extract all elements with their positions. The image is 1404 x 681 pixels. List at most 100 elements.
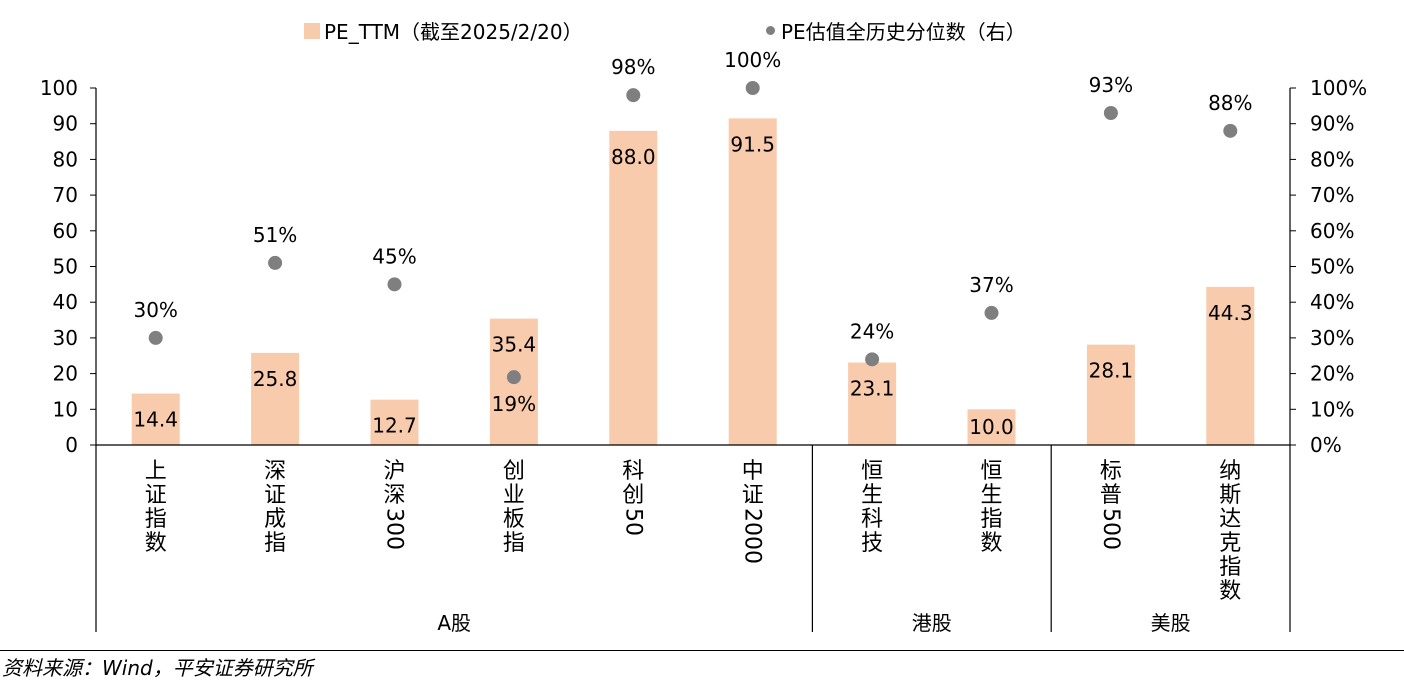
percentile-point	[984, 305, 999, 320]
legend-label-percentile: PE估值全历史分位数（右）	[781, 20, 1026, 44]
category-label: 达	[1219, 507, 1241, 532]
bar	[609, 130, 658, 445]
legend-label-pe-ttm: PE_TTM（截至2025/2/20）	[324, 20, 583, 44]
bar-value-label: 88.0	[611, 145, 656, 169]
percentile-label: 93%	[1089, 73, 1133, 97]
bar-value-label: 25.8	[253, 367, 298, 391]
legend-bar-swatch	[304, 22, 320, 39]
category-label: 深	[383, 483, 405, 508]
right-axis-tick-label: 40%	[1310, 290, 1354, 314]
left-axis-tick-label: 30	[53, 326, 78, 350]
category-label: 技	[861, 531, 883, 556]
percentile-point	[626, 88, 641, 103]
category-label: 普	[1100, 483, 1122, 508]
bar-value-label: 28.1	[1089, 359, 1134, 383]
category-label: 纳	[1219, 459, 1241, 484]
category-label: 中	[742, 459, 764, 484]
left-axis-tick-label: 70	[53, 183, 78, 207]
group-label: 港股	[912, 611, 952, 635]
percentile-point	[745, 81, 760, 95]
source-divider	[0, 650, 1404, 651]
category-label: 深	[264, 459, 286, 484]
percentile-label: 30%	[133, 298, 177, 322]
category-label: 指	[1219, 555, 1241, 580]
category-label: 2000	[740, 508, 765, 564]
category-label: 斯	[1219, 483, 1241, 508]
group-label: 美股	[1151, 611, 1191, 635]
category-label: 沪	[383, 459, 405, 484]
right-axis-tick-label: 100%	[1310, 76, 1367, 100]
percentile-label: 45%	[372, 244, 416, 268]
left-axis-tick-label: 100	[40, 76, 78, 100]
category-label: 生	[980, 483, 1002, 508]
legend-item-percentile: PE估值全历史分位数（右）	[766, 16, 1026, 45]
category-label: 恒	[980, 459, 1002, 484]
percentile-point	[506, 370, 521, 385]
category-label: 业	[503, 483, 525, 508]
category-label: 标	[1100, 459, 1122, 484]
category-label: 证	[145, 483, 167, 508]
bar-value-label: 35.4	[492, 333, 537, 357]
percentile-label: 88%	[1208, 91, 1252, 115]
percentile-label: 51%	[253, 223, 297, 247]
percentile-point	[1223, 123, 1238, 138]
bar	[728, 118, 777, 445]
category-label: 500	[1098, 508, 1123, 550]
percentile-point	[268, 255, 283, 270]
right-axis-tick-label: 20%	[1310, 362, 1354, 386]
bar	[1206, 286, 1255, 445]
category-label: 50	[620, 508, 645, 536]
left-axis-tick-label: 50	[53, 255, 78, 279]
percentile-point	[1103, 105, 1118, 120]
category-label: 数	[1219, 579, 1241, 604]
bar	[370, 399, 419, 445]
category-label: 克	[1219, 531, 1241, 556]
left-axis-tick-label: 0	[65, 433, 78, 457]
left-axis-tick-label: 40	[53, 290, 78, 314]
right-axis-tick-label: 10%	[1310, 397, 1354, 421]
category-label: 数	[145, 531, 167, 556]
category-label: 指	[264, 531, 286, 556]
category-label: 指	[145, 507, 167, 532]
source-note: 资料来源：Wind，平安证券研究所	[2, 656, 313, 680]
category-label: 科	[861, 507, 883, 532]
legend-item-pe-ttm: PE_TTM（截至2025/2/20）	[304, 16, 583, 45]
category-label: 成	[264, 507, 286, 532]
category-label: 证	[742, 483, 764, 508]
category-label: 证	[264, 483, 286, 508]
category-label: 指	[503, 531, 525, 556]
bar-value-label: 12.7	[372, 414, 417, 438]
right-axis-tick-label: 50%	[1310, 255, 1354, 279]
chart-canvas: 0 10 20 30 40 50 60 70 80 90 100 0% 10% 20% 30% 40% 50% 6…	[40, 48, 1367, 635]
right-axis-tick-label: 60%	[1310, 219, 1354, 243]
left-axis-tick-label: 20	[53, 362, 78, 386]
bar-value-label: 91.5	[730, 132, 775, 156]
category-label: 恒	[861, 459, 883, 484]
left-axis-tick-label: 60	[53, 219, 78, 243]
category-label: 300	[382, 508, 407, 550]
legend-dot-swatch	[766, 26, 775, 35]
percentile-label: 24%	[850, 319, 894, 343]
percentile-label: 100%	[724, 48, 781, 72]
category-label: 创	[622, 483, 644, 508]
right-axis-tick-label: 0%	[1310, 433, 1342, 457]
group-label: A股	[437, 611, 471, 635]
right-axis-tick-label: 90%	[1310, 112, 1354, 136]
category-label: 科	[622, 459, 644, 484]
left-axis-tick-label: 90	[53, 112, 78, 136]
percentile-point	[148, 330, 163, 345]
category-label: 上	[145, 459, 167, 484]
bar-value-label: 23.1	[850, 377, 895, 401]
percentile-label: 19%	[492, 392, 536, 416]
category-label: 指	[980, 507, 1002, 532]
bar-value-label: 14.4	[133, 408, 178, 432]
left-axis-tick-label: 80	[53, 147, 78, 171]
right-axis-tick-label: 30%	[1310, 326, 1354, 350]
percentile-label: 98%	[611, 55, 655, 79]
bar	[131, 393, 180, 445]
percentile-label: 37%	[969, 273, 1013, 297]
left-axis-tick-label: 10	[53, 397, 78, 421]
bar-value-label: 10.0	[969, 415, 1014, 439]
right-axis-tick-label: 80%	[1310, 147, 1354, 171]
bar	[967, 409, 1016, 445]
